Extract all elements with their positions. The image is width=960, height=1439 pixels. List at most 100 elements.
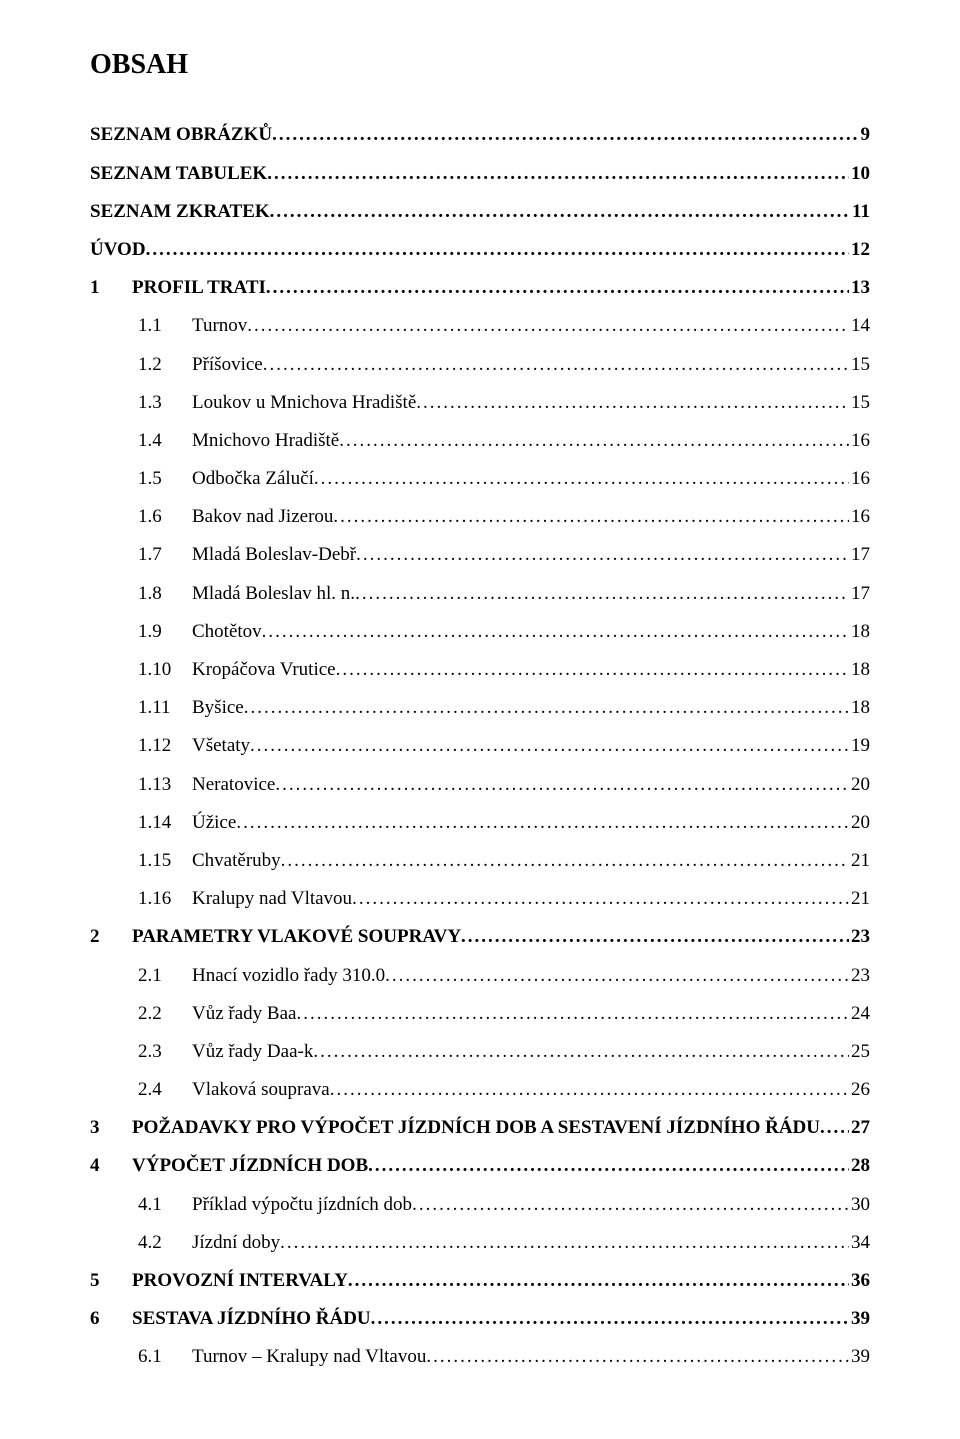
toc-entry-number: 1.14: [138, 806, 192, 840]
toc-entry-label: 1.12Všetaty: [138, 729, 250, 763]
toc-entry-text: PARAMETRY VLAKOVÉ SOUPRAVY: [132, 926, 461, 947]
toc-entry: 1.1Turnov14: [90, 309, 870, 343]
toc-entry-page: 15: [849, 348, 870, 382]
document-page: OBSAH SEZNAM OBRÁZKŮ9SEZNAM TABULEK10SEZ…: [0, 0, 960, 1439]
toc-leader-dots: [412, 1188, 849, 1222]
toc-entry: 1.15Chvatěruby21: [90, 844, 870, 878]
toc-leader-dots: [368, 1149, 849, 1183]
toc-entry-text: SEZNAM ZKRATEK: [90, 201, 270, 222]
toc-entry-number: 1.10: [138, 653, 192, 687]
toc-entry-label: ÚVOD: [90, 233, 146, 267]
toc-entry: SEZNAM TABULEK 10: [90, 157, 870, 191]
toc-entry-text: Příšovice: [192, 354, 263, 375]
toc-entry-page: 24: [849, 997, 870, 1031]
toc-entry: 1.8Mladá Boleslav hl. n.17: [90, 577, 870, 611]
toc-leader-dots: [262, 615, 849, 649]
toc-leader-dots: [820, 1111, 849, 1145]
toc-entry-page: 9: [859, 118, 871, 152]
toc-entry-label: 1PROFIL TRATI: [90, 271, 266, 305]
toc-entry-text: Chvatěruby: [192, 850, 281, 871]
toc-entry-label: 1.13Neratovice: [138, 768, 275, 802]
toc-entry-label: 1.9Chotětov: [138, 615, 262, 649]
toc-leader-dots: [330, 1073, 849, 1107]
toc-entry-text: Vlaková souprava: [192, 1079, 330, 1100]
toc-entry-text: ÚVOD: [90, 239, 146, 260]
toc-entry: 2.3Vůz řady Daa-k 25: [90, 1035, 870, 1069]
toc-entry-page: 28: [849, 1149, 870, 1183]
toc-leader-dots: [356, 538, 849, 572]
toc-entry: SEZNAM OBRÁZKŮ 9: [90, 118, 870, 152]
toc-entry-number: 1.6: [138, 500, 192, 534]
toc-entry-page: 15: [849, 386, 870, 420]
toc-entry-number: 1.3: [138, 386, 192, 420]
toc-entry-text: Příklad výpočtu jízdních dob: [192, 1194, 412, 1215]
toc-entry-page: 39: [849, 1302, 870, 1336]
toc-leader-dots: [281, 844, 849, 878]
toc-entry-number: 1: [90, 271, 132, 305]
toc-entry-label: SEZNAM OBRÁZKŮ: [90, 118, 272, 152]
toc-entry-number: 3: [90, 1111, 132, 1145]
toc-entry: SEZNAM ZKRATEK11: [90, 195, 870, 229]
toc-entry-page: 18: [849, 653, 870, 687]
toc-leader-dots: [267, 157, 849, 191]
table-of-contents: SEZNAM OBRÁZKŮ 9 SEZNAM TABULEK 10 SEZNAM ZK…: [90, 118, 870, 1374]
toc-entry-label: 2.3Vůz řady Daa-k: [138, 1035, 313, 1069]
toc-entry-label: 5PROVOZNÍ INTERVALY: [90, 1264, 348, 1298]
toc-entry-text: VÝPOČET JÍZDNÍCH DOB: [132, 1155, 368, 1176]
toc-leader-dots: [263, 348, 849, 382]
toc-leader-dots: [416, 386, 849, 420]
toc-entry-label: 1.11Byšice: [138, 691, 244, 725]
toc-leader-dots: [244, 691, 849, 725]
toc-entry-text: SEZNAM TABULEK: [90, 163, 267, 184]
toc-entry-page: 18: [849, 691, 870, 725]
toc-leader-dots: [348, 1264, 849, 1298]
toc-entry-number: 2: [90, 920, 132, 954]
toc-entry-label: 2.1Hnací vozidlo řady 310.0: [138, 959, 385, 993]
toc-entry-text: Byšice: [192, 697, 244, 718]
toc-entry-label: 1.7Mladá Boleslav-Debř: [138, 538, 356, 572]
toc-entry-page: 16: [849, 462, 870, 496]
toc-leader-dots: [280, 1226, 849, 1260]
toc-entry: 2.4Vlaková souprava26: [90, 1073, 870, 1107]
toc-leader-dots: [426, 1340, 849, 1374]
toc-entry: 1.13Neratovice20: [90, 768, 870, 802]
toc-leader-dots: [236, 806, 849, 840]
toc-entry-page: 12: [849, 233, 870, 267]
toc-entry-number: 1.13: [138, 768, 192, 802]
toc-entry-number: 1.1: [138, 309, 192, 343]
toc-entry-label: 1.8Mladá Boleslav hl. n.: [138, 577, 355, 611]
toc-entry: 1.12Všetaty19: [90, 729, 870, 763]
toc-entry-page: 16: [849, 424, 870, 458]
toc-leader-dots: [250, 729, 849, 763]
toc-entry-number: 5: [90, 1264, 132, 1298]
page-title: OBSAH: [90, 40, 870, 90]
toc-entry-text: PROFIL TRATI: [132, 277, 266, 298]
toc-entry-label: 1.3Loukov u Mnichova Hradiště: [138, 386, 416, 420]
toc-entry: 1.6Bakov nad Jizerou16: [90, 500, 870, 534]
toc-entry-text: Odbočka Zálučí: [192, 468, 314, 489]
toc-leader-dots: [385, 959, 849, 993]
toc-entry-label: 1.14Úžice: [138, 806, 236, 840]
toc-leader-dots: [352, 882, 849, 916]
toc-entry-label: 1.2Příšovice: [138, 348, 263, 382]
toc-entry-text: Kralupy nad Vltavou: [192, 888, 352, 909]
toc-entry-page: 10: [849, 157, 870, 191]
toc-entry-text: Mladá Boleslav-Debř: [192, 544, 356, 565]
toc-entry-text: Vůz řady Daa-k: [192, 1041, 313, 1062]
toc-entry-page: 13: [849, 271, 870, 305]
toc-entry: 6SESTAVA JÍZDNÍHO ŘÁDU39: [90, 1302, 870, 1336]
toc-entry-number: 2.2: [138, 997, 192, 1031]
toc-entry-text: Neratovice: [192, 774, 275, 795]
toc-entry-page: 23: [849, 920, 870, 954]
toc-entry-number: 1.8: [138, 577, 192, 611]
toc-leader-dots: [275, 768, 849, 802]
toc-entry-page: 27: [849, 1111, 870, 1145]
toc-entry-label: 1.4Mnichovo Hradiště: [138, 424, 339, 458]
toc-entry-page: 25: [849, 1035, 870, 1069]
toc-entry-number: 2.1: [138, 959, 192, 993]
toc-entry: ÚVOD 12: [90, 233, 870, 267]
toc-entry-label: 1.10Kropáčova Vrutice: [138, 653, 336, 687]
toc-entry: 1.2Příšovice 15: [90, 348, 870, 382]
toc-entry-page: 16: [849, 500, 870, 534]
toc-entry-page: 14: [849, 309, 870, 343]
